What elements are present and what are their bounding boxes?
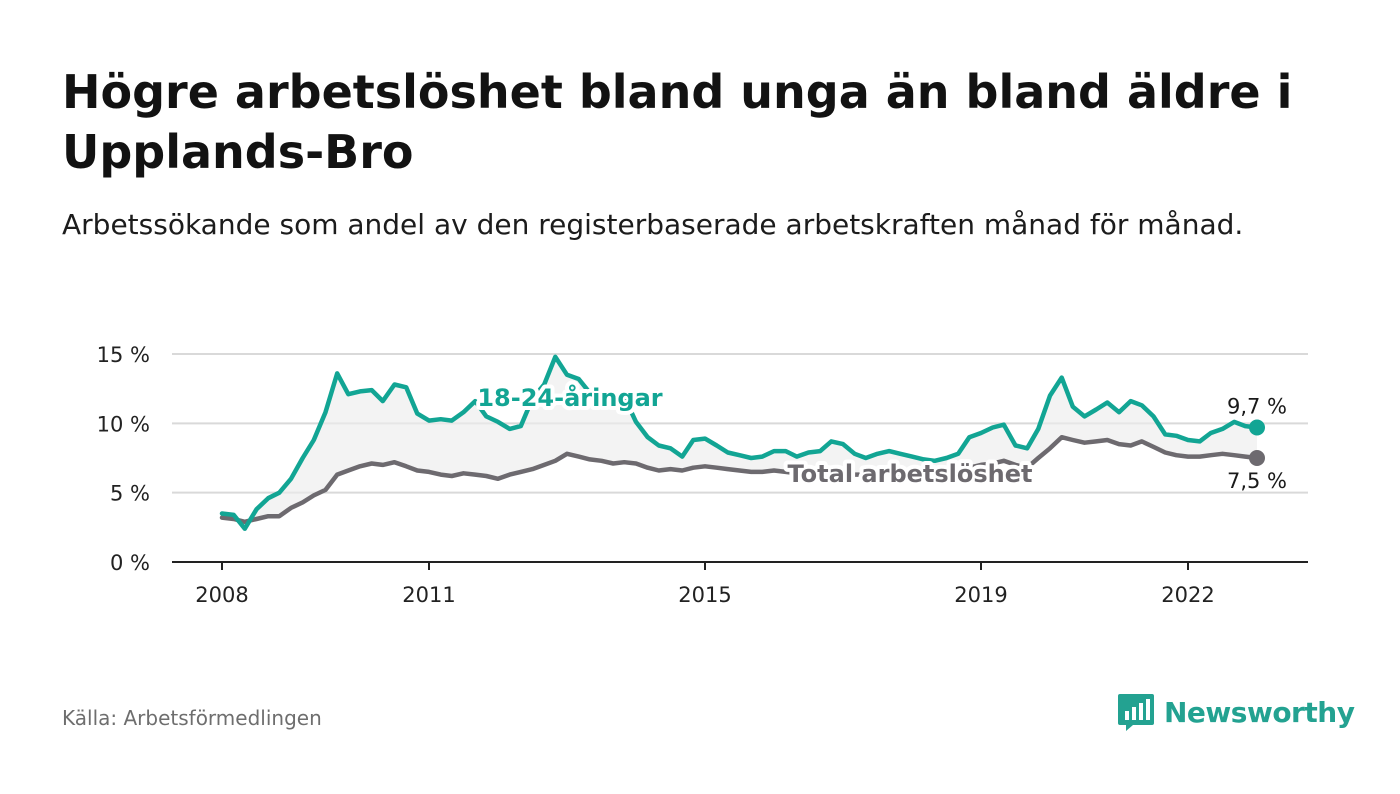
total-unemployment-line	[219, 434, 1260, 525]
series-lines-layer	[219, 354, 1265, 531]
series-labels-layer: 9,7 % 7,5 % 18-24-åringar Total arbetslöshe…	[473, 379, 1287, 493]
brand-name: Newsworthy	[1164, 695, 1355, 729]
x-tick-label: 2019	[954, 583, 1007, 607]
x-tick-label: 2015	[678, 583, 731, 607]
chart-subtitle: Arbetssökande som andel av den registerb…	[62, 208, 1244, 241]
total-end-value-label: 7,5 %	[1227, 469, 1287, 493]
youth-end-value-label: 9,7 %	[1227, 394, 1287, 418]
x-tick-label: 2022	[1161, 583, 1214, 607]
youth-end-point	[1249, 419, 1265, 436]
y-tick-label: 5 %	[110, 482, 150, 506]
x-tick-label: 2008	[195, 583, 248, 607]
youth-series-label: 18-24-åringar	[477, 383, 662, 412]
source-note: Källa: Arbetsförmedlingen	[62, 706, 322, 730]
total-series-label: Total arbetslöshet	[787, 460, 1032, 488]
y-tick-label: 15 %	[97, 343, 150, 367]
x-tick-label: 2011	[402, 583, 455, 607]
brand-logo[interactable]: Newsworthy	[1117, 690, 1355, 734]
total-end-point	[1249, 450, 1265, 466]
axes-layer: 0 % 5 % 10 % 15 % 2008 2011 2015 2019 2022	[97, 343, 1308, 607]
gap-area-layer	[222, 356, 1257, 529]
y-tick-label: 10 %	[97, 412, 150, 436]
gap-area	[222, 356, 1257, 529]
chart-title: Högre arbetslöshet bland unga än bland ä…	[62, 65, 1293, 179]
y-tick-label: 0 %	[110, 551, 150, 575]
bar-chart-speech-bubble-icon	[1118, 694, 1154, 731]
youth-unemployment-line	[219, 354, 1260, 531]
